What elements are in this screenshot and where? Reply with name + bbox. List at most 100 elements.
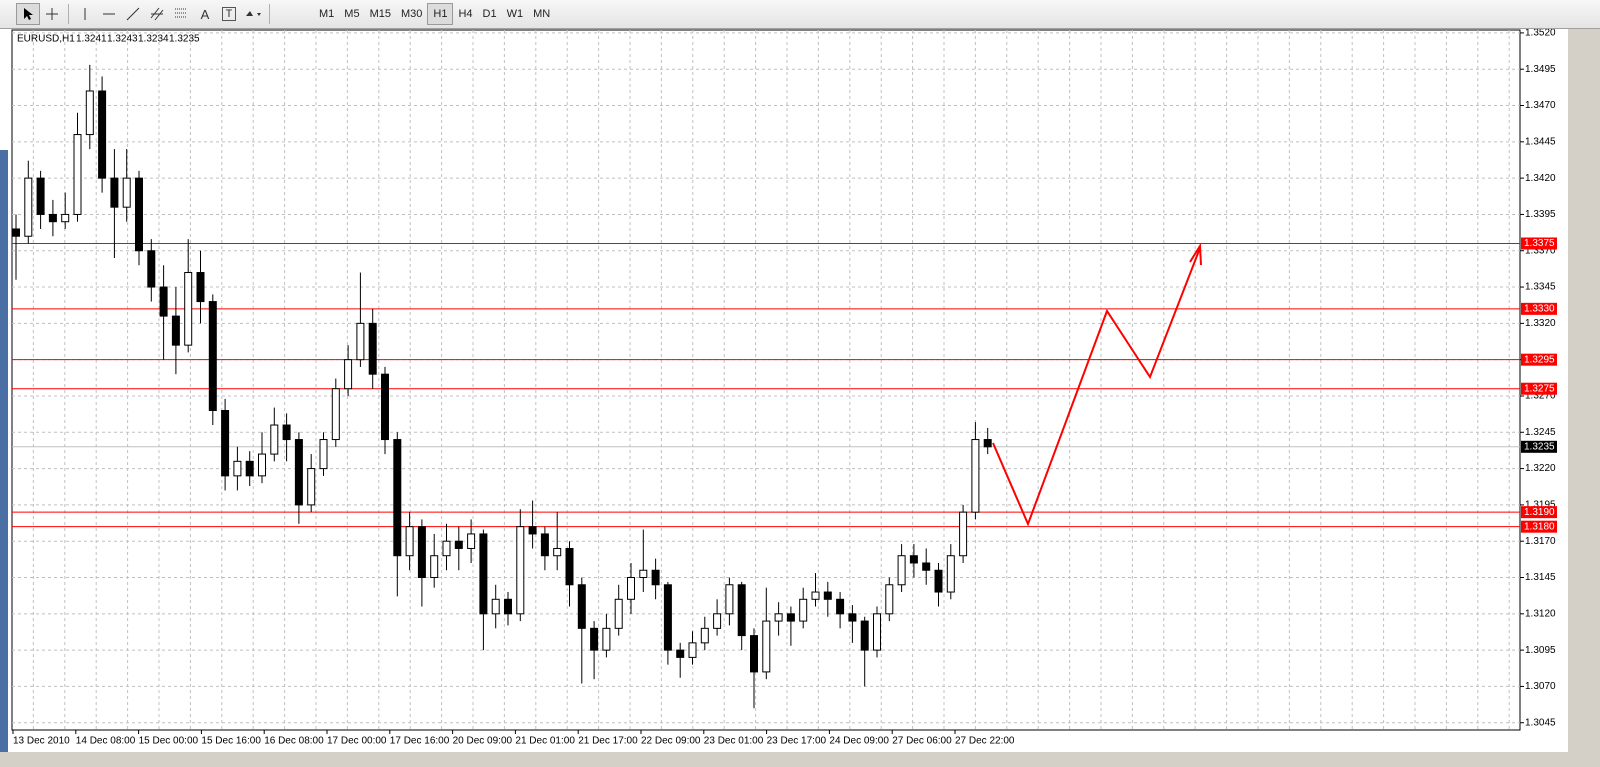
candle-body <box>971 439 980 513</box>
candle-body <box>590 627 599 651</box>
level-label: 1.3190 <box>1524 507 1555 518</box>
candle-body <box>479 533 488 615</box>
candle-body <box>577 584 586 629</box>
candle-body <box>73 134 82 215</box>
level-label: 1.3295 <box>1524 354 1555 365</box>
timeframe-button[interactable]: M15 <box>369 8 391 20</box>
candle-body <box>24 177 33 237</box>
candle-body <box>368 322 377 375</box>
candle-body <box>848 613 857 622</box>
x-tick-label: 13 Dec 2010 <box>13 736 70 747</box>
candle-body <box>36 177 45 215</box>
candle-body <box>922 562 931 571</box>
timeframe-button[interactable]: D1 <box>482 8 497 20</box>
levels <box>12 242 1520 528</box>
candle-body <box>504 598 512 615</box>
timeframes: M1 M5 M15 M30 H1 H4 D1 W1 MN <box>314 3 555 25</box>
y-tick-label: 1.3195 <box>1525 500 1556 511</box>
y-tick-label: 1.3445 <box>1525 136 1556 147</box>
candle-body <box>319 439 328 470</box>
candle-body <box>454 540 463 549</box>
candle-body <box>381 373 389 441</box>
header-ohlc: 1.3241 1.3243 1.3234 1.3235 <box>76 34 200 45</box>
vertical-line-tool[interactable] <box>73 3 97 25</box>
candles <box>12 64 992 709</box>
y-tick-label: 1.3320 <box>1525 318 1556 329</box>
y-tick-label: 1.3245 <box>1525 427 1556 438</box>
candle-body <box>98 90 107 179</box>
y-tick-label: 1.3395 <box>1525 209 1556 220</box>
candle-body <box>307 468 316 506</box>
timeframe-button[interactable]: W1 <box>506 8 524 20</box>
candle-body <box>356 322 365 361</box>
candle-body <box>688 642 697 658</box>
x-tick-label: 21 Dec 01:00 <box>515 736 575 747</box>
candle-body <box>663 584 672 651</box>
candle-body <box>516 526 525 615</box>
x-tick-label: 27 Dec 06:00 <box>892 736 952 747</box>
current-price-label: 1.3235 <box>1524 441 1555 452</box>
candle-body <box>540 533 549 557</box>
header-value: 1.3243 <box>107 34 138 45</box>
candle-body <box>282 424 291 441</box>
level-label: 1.3275 <box>1524 383 1555 394</box>
candle-body <box>430 555 439 579</box>
crosshair-tool[interactable] <box>40 3 64 25</box>
candle-body <box>602 627 611 651</box>
candle-body <box>627 577 635 600</box>
timeframe-button[interactable]: M1 <box>319 8 335 20</box>
y-tick-label: 1.3470 <box>1525 100 1556 111</box>
level-label-box <box>1521 382 1557 395</box>
candle-body <box>811 591 820 600</box>
candle-body <box>823 591 832 600</box>
timeframe-button[interactable]: H1 <box>427 3 454 25</box>
fibo-tool[interactable] <box>169 3 193 25</box>
cursor-tool[interactable] <box>16 3 40 25</box>
candle-body <box>786 613 795 622</box>
y-tick-label: 1.3070 <box>1525 681 1556 692</box>
candle-body <box>196 272 205 303</box>
candle-body <box>344 359 353 390</box>
channel-tool[interactable] <box>145 3 169 25</box>
level-label-box <box>1521 506 1557 519</box>
candle-body <box>750 635 758 673</box>
candle-body <box>909 555 918 564</box>
x-tick-label: 17 Dec 00:00 <box>327 736 387 747</box>
y-tick-label: 1.3420 <box>1525 173 1556 184</box>
y-tick-label: 1.3095 <box>1525 645 1556 656</box>
horizontal-grid <box>12 32 1520 724</box>
label-tool[interactable]: T <box>222 7 236 21</box>
candle-body <box>873 613 881 651</box>
timeframe-button[interactable]: MN <box>533 8 551 20</box>
arrows-tool[interactable] <box>241 3 265 25</box>
level-label: 1.3375 <box>1524 238 1555 249</box>
header-value: 1.3234 <box>138 34 169 45</box>
candle-body <box>61 213 70 223</box>
candle-body <box>331 388 340 441</box>
horizontal-line-tool[interactable] <box>97 3 121 25</box>
x-tick-label: 21 Dec 17:00 <box>578 736 638 747</box>
y-tick-label: 1.3145 <box>1525 572 1556 583</box>
text-tool[interactable]: A <box>200 6 210 22</box>
candle-body <box>860 620 869 651</box>
x-tick-label: 24 Dec 09:00 <box>829 736 889 747</box>
candle-body <box>946 555 955 593</box>
timeframe-button[interactable]: H4 <box>458 8 473 20</box>
timeframe-button[interactable]: M5 <box>344 8 360 20</box>
y-tick-label: 1.3520 <box>1525 28 1556 39</box>
x-tick-label: 23 Dec 17:00 <box>767 736 827 747</box>
price-axis: 1.3045 1.3070 1.3095 1.3120 1.3145 1.3170 1.31… <box>1520 28 1557 728</box>
candle-body <box>528 526 537 535</box>
window-frame-bottom <box>0 752 1568 767</box>
candle-body <box>713 613 722 629</box>
candle-body <box>491 598 500 615</box>
candle-body <box>885 584 894 615</box>
timeframe-button[interactable]: M30 <box>400 8 423 20</box>
trendline-tool[interactable] <box>121 3 145 25</box>
header-value: 1.3241 <box>76 34 107 45</box>
candle-body <box>774 613 783 622</box>
candle-body <box>122 177 131 208</box>
arrow-head <box>1189 242 1202 266</box>
